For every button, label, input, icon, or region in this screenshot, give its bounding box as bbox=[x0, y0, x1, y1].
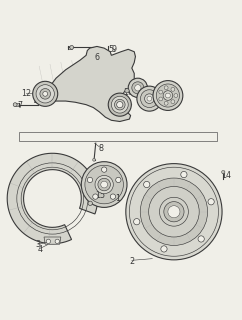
Circle shape bbox=[166, 93, 170, 98]
Circle shape bbox=[43, 92, 48, 96]
Polygon shape bbox=[7, 153, 98, 244]
Circle shape bbox=[163, 91, 173, 100]
Text: 12: 12 bbox=[21, 89, 31, 98]
Polygon shape bbox=[44, 237, 61, 244]
Circle shape bbox=[101, 181, 107, 188]
Circle shape bbox=[141, 90, 158, 108]
Circle shape bbox=[156, 84, 180, 107]
Circle shape bbox=[164, 86, 168, 90]
Circle shape bbox=[164, 101, 168, 105]
Circle shape bbox=[117, 101, 123, 108]
Circle shape bbox=[126, 164, 222, 260]
Circle shape bbox=[101, 167, 107, 172]
Circle shape bbox=[161, 246, 167, 252]
Circle shape bbox=[135, 85, 141, 91]
Text: 1: 1 bbox=[115, 195, 120, 204]
Circle shape bbox=[132, 82, 144, 94]
Circle shape bbox=[181, 172, 187, 178]
Text: 9: 9 bbox=[111, 45, 116, 54]
Text: 10: 10 bbox=[123, 88, 133, 97]
Circle shape bbox=[147, 96, 152, 101]
Polygon shape bbox=[34, 46, 136, 122]
Circle shape bbox=[98, 178, 110, 191]
Circle shape bbox=[33, 81, 58, 106]
Circle shape bbox=[108, 93, 131, 116]
Circle shape bbox=[198, 236, 204, 242]
Circle shape bbox=[144, 181, 150, 188]
Circle shape bbox=[85, 165, 123, 204]
Circle shape bbox=[164, 202, 184, 222]
Circle shape bbox=[70, 45, 74, 49]
Circle shape bbox=[140, 178, 208, 245]
Circle shape bbox=[144, 94, 154, 103]
Circle shape bbox=[111, 96, 128, 113]
Circle shape bbox=[222, 170, 225, 174]
Circle shape bbox=[40, 89, 51, 99]
Circle shape bbox=[125, 89, 129, 93]
Text: 6: 6 bbox=[94, 52, 99, 61]
Text: 11: 11 bbox=[120, 101, 130, 110]
Circle shape bbox=[116, 177, 121, 183]
Text: 7: 7 bbox=[17, 101, 23, 110]
Text: 13: 13 bbox=[160, 92, 171, 101]
Circle shape bbox=[87, 177, 93, 183]
Text: 3: 3 bbox=[36, 240, 40, 249]
Circle shape bbox=[134, 219, 140, 225]
Text: 2: 2 bbox=[129, 257, 134, 266]
Circle shape bbox=[93, 194, 98, 199]
Circle shape bbox=[171, 100, 175, 104]
Circle shape bbox=[81, 162, 127, 207]
Text: 16: 16 bbox=[132, 83, 142, 92]
Circle shape bbox=[171, 87, 175, 91]
Circle shape bbox=[159, 97, 163, 101]
Circle shape bbox=[137, 86, 162, 111]
Circle shape bbox=[46, 239, 51, 244]
Circle shape bbox=[114, 100, 125, 110]
Text: 4: 4 bbox=[38, 244, 43, 253]
Text: 14: 14 bbox=[221, 171, 231, 180]
Circle shape bbox=[110, 194, 116, 199]
Circle shape bbox=[159, 197, 188, 226]
Circle shape bbox=[88, 201, 92, 205]
Circle shape bbox=[95, 175, 113, 194]
Circle shape bbox=[159, 90, 163, 94]
Circle shape bbox=[149, 187, 199, 237]
Circle shape bbox=[55, 239, 59, 244]
Circle shape bbox=[174, 93, 178, 98]
Circle shape bbox=[168, 206, 180, 218]
Text: 8: 8 bbox=[98, 144, 103, 153]
Circle shape bbox=[13, 103, 17, 107]
Circle shape bbox=[36, 85, 54, 103]
Text: 5: 5 bbox=[109, 45, 114, 54]
Circle shape bbox=[153, 81, 183, 110]
Text: 15: 15 bbox=[96, 191, 106, 200]
Circle shape bbox=[93, 158, 96, 161]
Circle shape bbox=[128, 78, 147, 98]
Circle shape bbox=[208, 199, 214, 205]
